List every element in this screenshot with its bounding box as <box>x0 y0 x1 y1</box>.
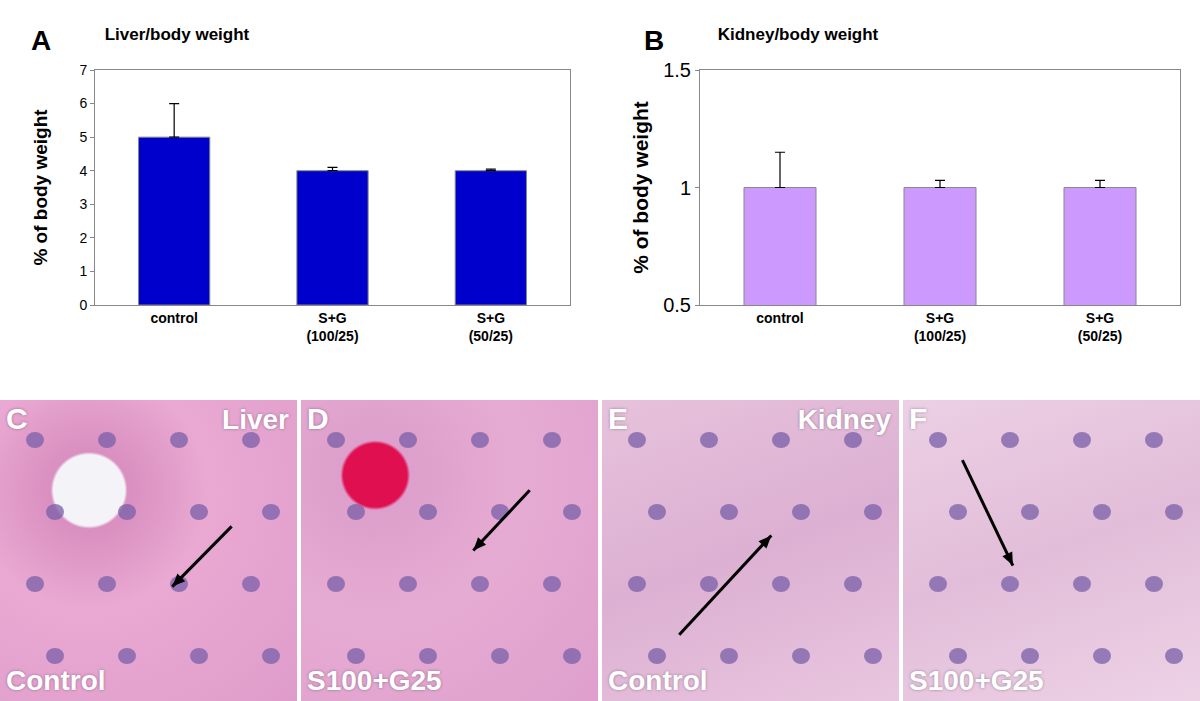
svg-text:7: 7 <box>79 62 87 78</box>
svg-text:0.5: 0.5 <box>663 294 691 316</box>
svg-text:S+G(50/25): S+G(50/25) <box>469 310 513 344</box>
svg-text:B: B <box>644 25 664 56</box>
html-text:S100+G25: S100+G25 <box>307 665 442 696</box>
svg-text:1.5: 1.5 <box>663 59 691 81</box>
svg-text:1: 1 <box>680 177 691 199</box>
html-text:Kidney: Kidney <box>797 404 891 435</box>
svg-text:S+G(100/25): S+G(100/25) <box>914 310 966 344</box>
svg-text:2: 2 <box>79 230 87 246</box>
html-text:F: F <box>909 402 928 435</box>
svg-text:Kidney/body weight: Kidney/body weight <box>718 25 879 44</box>
html-text:Control: Control <box>6 665 106 696</box>
html-text:Control: Control <box>608 665 708 696</box>
svg-text:A: A <box>31 25 51 56</box>
svg-text:S+G(100/25): S+G(100/25) <box>306 310 358 344</box>
svg-text:Liver/body weight: Liver/body weight <box>105 25 250 44</box>
svg-text:5: 5 <box>79 129 87 145</box>
html-text:C: C <box>6 402 28 435</box>
svg-text:control: control <box>150 310 197 326</box>
html-text:D: D <box>307 402 329 435</box>
html-text:Liver: Liver <box>222 404 289 435</box>
svg-text:6: 6 <box>79 95 87 111</box>
svg-text:4: 4 <box>79 163 87 179</box>
svg-text:control: control <box>756 310 803 326</box>
html-text:E: E <box>608 402 628 435</box>
svg-text:0: 0 <box>79 297 87 313</box>
html-text:S100+G25: S100+G25 <box>909 665 1044 696</box>
svg-text:% of body weight: % of body weight <box>30 109 51 266</box>
svg-text:1: 1 <box>79 263 87 279</box>
svg-text:3: 3 <box>79 196 87 212</box>
svg-text:S+G(50/25): S+G(50/25) <box>1078 310 1122 344</box>
svg-text:% of body weight: % of body weight <box>629 101 652 274</box>
